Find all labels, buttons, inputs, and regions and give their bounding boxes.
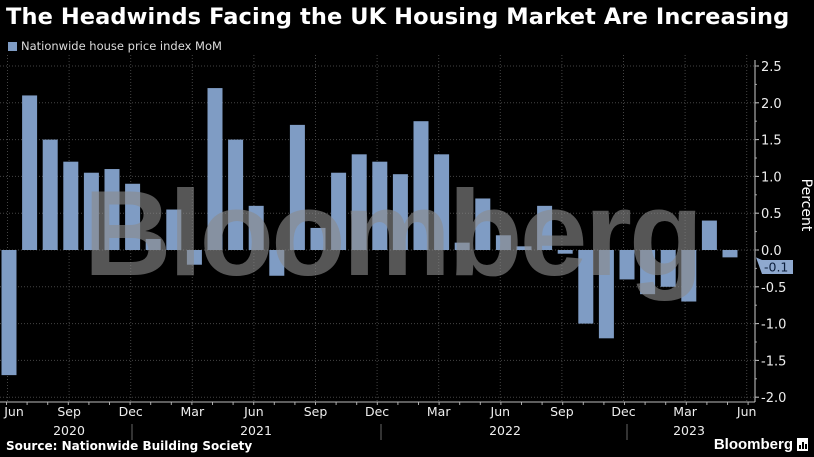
bar-sep-2022 [578,250,594,324]
watermark: Bloomberg [84,165,701,301]
y-tick-label: -0.5 [761,281,786,296]
bar-aug-2022 [557,250,573,254]
bar-jan-2023 [660,250,676,287]
y-tick-label: 2.5 [761,60,782,75]
legend-label: Nationwide house price index MoM [21,39,222,53]
bar-jun-2020 [22,95,38,250]
bar-apr-2022 [475,198,491,250]
bar-jun-2021 [269,250,285,276]
bar-mar-2021 [207,88,223,250]
bar-dec-2022 [640,250,656,295]
x-year-label: 2023 [673,423,705,438]
x-year-label: 2022 [489,423,521,438]
x-tick-label: Dec [119,404,143,419]
x-tick-label: Sep [550,404,574,419]
bar-jul-2021 [289,124,305,250]
x-tick-label: Dec [611,404,635,419]
bar-nov-2020 [125,183,141,250]
bar-oct-2020 [104,169,120,250]
bar-dec-2021 [392,174,408,250]
bar-may-2021 [248,205,264,250]
bar-apr-2021 [228,139,244,250]
bar-aug-2020 [63,161,79,250]
bar-jul-2020 [42,139,58,250]
legend: Nationwide house price index MoM [8,39,222,53]
last-value-label: -0.1 [764,260,788,275]
bar-oct-2022 [598,250,614,339]
bar-sep-2021 [331,172,347,250]
x-tick-label: Dec [365,404,389,419]
bar-may-2022 [495,235,511,250]
x-tick-label: Jun [3,404,24,419]
last-value-callout [756,257,793,274]
x-tick-label: Jun [490,404,511,419]
bar-may-2020 [1,250,17,376]
bar-oct-2021 [351,154,367,250]
bar-jul-2022 [537,205,553,250]
x-year-label: 2021 [240,423,272,438]
bar-mar-2023 [701,220,717,250]
y-tick-label: 1.0 [761,170,782,185]
x-tick-label: Mar [181,404,205,419]
y-tick-label: 2.0 [761,97,782,112]
bar-jun-2022 [516,246,532,250]
y-axis-label: Percent [798,179,814,232]
x-tick-label: Jun [243,404,264,419]
axes: 2.5 2.0 1.5 1.0 0.5 0.0 -0.5 -1.0 -1.5 -2.0 Jun Sep… [0,60,793,440]
y-tick-label: 1.5 [761,134,782,149]
x-tick-label: Mar [673,404,697,419]
bloomberg-logo: Bloomberg [714,436,808,453]
x-tick-label: Sep [57,404,81,419]
bar-apr-2023 [722,250,738,258]
bar-jan-2021 [166,209,182,250]
x-tick-label: Sep [304,404,328,419]
x-year-label: 2020 [53,423,85,438]
bar-feb-2021 [186,250,202,265]
legend-swatch [8,41,17,51]
y-tick-label: 0.0 [761,244,782,259]
bar-aug-2021 [310,227,326,250]
chart-title: The Headwinds Facing the UK Housing Mark… [6,4,790,30]
bar-nov-2021 [372,161,388,250]
bar-feb-2022 [434,154,450,250]
bar-mar-2022 [454,242,470,250]
bar-dec-2020 [145,238,161,250]
brand-text: Bloomberg [713,436,793,453]
x-tick-label: Jun [736,404,757,419]
bar-nov-2022 [619,250,635,280]
source-note: Source: Nationwide Building Society [6,439,253,453]
y-tick-label: 0.5 [761,207,782,222]
bar-feb-2023 [681,250,697,302]
x-tick-label: Mar [427,404,451,419]
bars [1,88,738,376]
y-tick-label: -2.0 [761,391,786,406]
bar-jan-2022 [413,121,429,250]
y-tick-label: -1.0 [761,318,786,333]
bloomberg-terminal-icon [797,438,808,451]
y-tick-label: -1.5 [761,354,786,369]
bar-sep-2020 [83,172,99,250]
grid [0,55,755,402]
